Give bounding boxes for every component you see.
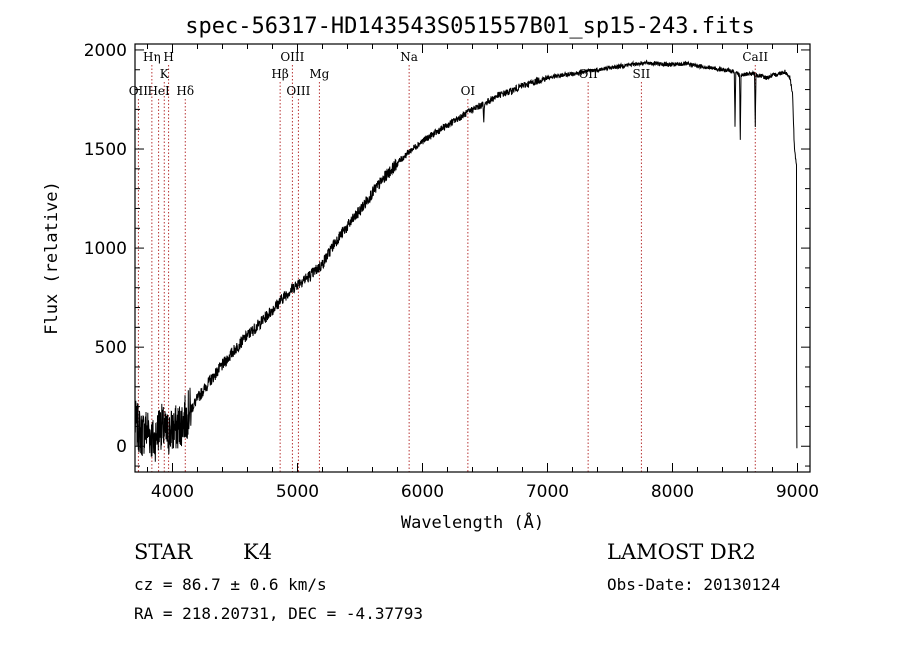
x-tick-label: 4000	[151, 482, 194, 502]
line-marker-label: K	[160, 67, 170, 81]
y-tick-label: 0	[116, 437, 127, 457]
line-marker-label: Na	[400, 50, 418, 64]
class-label: STAR	[134, 540, 193, 564]
x-tick-label: 7000	[526, 482, 569, 502]
y-tick-label: 1500	[84, 140, 127, 160]
redshift-readout: cz = 86.7 ± 0.6 km/s	[134, 575, 327, 594]
line-marker-label: OI	[461, 84, 476, 98]
line-marker-label: OIII	[286, 84, 310, 98]
line-marker-label: Hδ	[176, 84, 194, 98]
line-marker-label: H	[163, 50, 173, 64]
line-marker-label: OIII	[280, 50, 304, 64]
axis-ticks: 4000 5000 6000 7000 8000 9000 0 500 1000 1500 2000	[84, 41, 819, 502]
x-tick-label: 8000	[651, 482, 694, 502]
y-tick-label: 1000	[84, 239, 127, 259]
spectrum-line	[134, 59, 798, 462]
subclass-label: K4	[243, 540, 273, 564]
chart-title: spec-56317-HD143543S051557B01_sp15-243.f…	[185, 14, 755, 39]
line-marker-label: CaII	[742, 50, 768, 64]
survey-label: LAMOST DR2	[607, 540, 756, 564]
obs-date-readout: Obs-Date: 20130124	[607, 575, 781, 594]
line-marker-label: HeI	[147, 84, 170, 98]
line-marker-label: SII	[633, 67, 651, 81]
y-tick-label: 2000	[84, 41, 127, 61]
x-tick-label: 9000	[776, 482, 819, 502]
x-axis-label: Wavelength (Å)	[401, 511, 544, 533]
y-axis-label: Flux (relative)	[42, 181, 62, 335]
x-tick-label: 5000	[276, 482, 319, 502]
line-marker-label: Mg	[309, 67, 329, 81]
line-marker-label: OII	[129, 84, 149, 98]
line-marker-label: Hβ	[271, 67, 288, 81]
spectrum-series	[134, 59, 798, 462]
y-tick-label: 500	[95, 338, 127, 358]
coordinates-readout: RA = 218.20731, DEC = -4.37793	[134, 604, 423, 623]
x-tick-label: 6000	[401, 482, 444, 502]
line-marker-label: Hη	[143, 50, 161, 64]
